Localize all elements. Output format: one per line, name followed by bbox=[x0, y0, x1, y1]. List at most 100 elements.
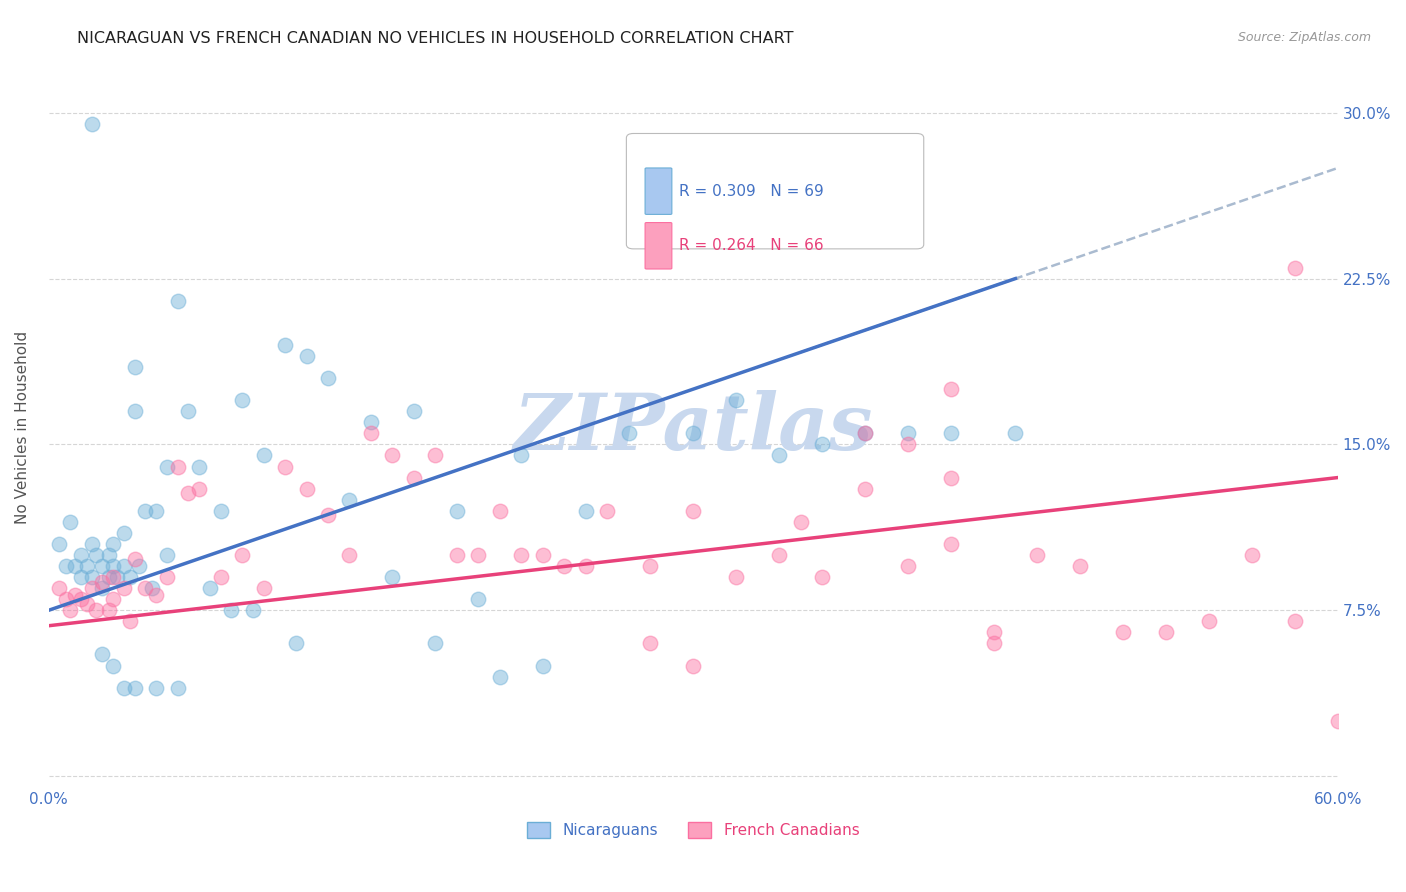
Point bbox=[48, 581, 70, 595]
Point bbox=[145, 681, 167, 695]
Point bbox=[166, 293, 188, 308]
Point bbox=[853, 482, 876, 496]
Point bbox=[120, 570, 142, 584]
Point bbox=[124, 552, 146, 566]
Point bbox=[145, 588, 167, 602]
Point bbox=[295, 349, 318, 363]
Point bbox=[983, 625, 1005, 640]
Point bbox=[55, 559, 77, 574]
Point bbox=[97, 548, 120, 562]
Point bbox=[853, 426, 876, 441]
Point bbox=[339, 548, 361, 562]
Point bbox=[97, 603, 120, 617]
Point bbox=[112, 525, 135, 540]
Point bbox=[80, 570, 103, 584]
Point bbox=[76, 597, 98, 611]
Point bbox=[402, 470, 425, 484]
Point bbox=[91, 581, 114, 595]
Text: ZIPatlas: ZIPatlas bbox=[513, 390, 873, 467]
Point bbox=[80, 581, 103, 595]
Legend: Nicaraguans, French Canadians: Nicaraguans, French Canadians bbox=[522, 816, 866, 844]
Point bbox=[1112, 625, 1135, 640]
Point bbox=[725, 570, 748, 584]
Point bbox=[91, 648, 114, 662]
Point bbox=[531, 658, 554, 673]
Point bbox=[134, 504, 156, 518]
Text: NICARAGUAN VS FRENCH CANADIAN NO VEHICLES IN HOUSEHOLD CORRELATION CHART: NICARAGUAN VS FRENCH CANADIAN NO VEHICLE… bbox=[77, 31, 794, 46]
Point bbox=[402, 404, 425, 418]
Point bbox=[425, 636, 447, 650]
Point bbox=[510, 548, 533, 562]
Point bbox=[768, 548, 790, 562]
Text: R = 0.264   N = 66: R = 0.264 N = 66 bbox=[679, 238, 824, 253]
Point bbox=[596, 504, 619, 518]
Point bbox=[1069, 559, 1091, 574]
Point bbox=[156, 459, 179, 474]
Point bbox=[446, 548, 468, 562]
Point bbox=[939, 537, 962, 551]
Point bbox=[103, 537, 125, 551]
Point bbox=[768, 449, 790, 463]
Point bbox=[252, 581, 274, 595]
Point bbox=[467, 548, 489, 562]
Point bbox=[939, 382, 962, 396]
Point bbox=[134, 581, 156, 595]
Point bbox=[446, 504, 468, 518]
Point bbox=[91, 574, 114, 589]
Point bbox=[811, 437, 834, 451]
Point bbox=[252, 449, 274, 463]
Point bbox=[209, 570, 232, 584]
Point bbox=[682, 658, 704, 673]
Point bbox=[510, 449, 533, 463]
Point bbox=[124, 359, 146, 374]
Point bbox=[274, 459, 297, 474]
Point bbox=[156, 570, 179, 584]
Point bbox=[939, 470, 962, 484]
Point bbox=[80, 117, 103, 131]
Point bbox=[1326, 714, 1348, 728]
Y-axis label: No Vehicles in Household: No Vehicles in Household bbox=[15, 331, 30, 524]
Point bbox=[63, 588, 86, 602]
Point bbox=[381, 449, 404, 463]
Point bbox=[112, 581, 135, 595]
Point bbox=[177, 404, 200, 418]
Point bbox=[1154, 625, 1177, 640]
Point bbox=[682, 504, 704, 518]
Point bbox=[112, 559, 135, 574]
Point bbox=[1284, 615, 1306, 629]
Point bbox=[295, 482, 318, 496]
Point bbox=[274, 338, 297, 352]
Point bbox=[145, 504, 167, 518]
Point bbox=[638, 636, 661, 650]
Point bbox=[1025, 548, 1047, 562]
Point bbox=[188, 482, 211, 496]
Point bbox=[124, 681, 146, 695]
Point bbox=[467, 592, 489, 607]
Point bbox=[425, 449, 447, 463]
Point bbox=[725, 393, 748, 408]
Point bbox=[897, 437, 920, 451]
Point bbox=[983, 636, 1005, 650]
Point bbox=[177, 486, 200, 500]
Point bbox=[112, 681, 135, 695]
Point bbox=[120, 615, 142, 629]
Text: Source: ZipAtlas.com: Source: ZipAtlas.com bbox=[1237, 31, 1371, 45]
Point bbox=[76, 559, 98, 574]
Point bbox=[97, 570, 120, 584]
Point bbox=[80, 537, 103, 551]
Point bbox=[789, 515, 811, 529]
Point bbox=[316, 371, 339, 385]
Point bbox=[59, 603, 82, 617]
Point bbox=[638, 559, 661, 574]
Point bbox=[897, 426, 920, 441]
Point bbox=[55, 592, 77, 607]
Point bbox=[553, 559, 575, 574]
Point bbox=[231, 393, 253, 408]
Point bbox=[316, 508, 339, 523]
Point bbox=[221, 603, 243, 617]
Point bbox=[1240, 548, 1263, 562]
Point bbox=[617, 426, 640, 441]
Point bbox=[242, 603, 264, 617]
Point bbox=[360, 415, 382, 429]
Point bbox=[231, 548, 253, 562]
